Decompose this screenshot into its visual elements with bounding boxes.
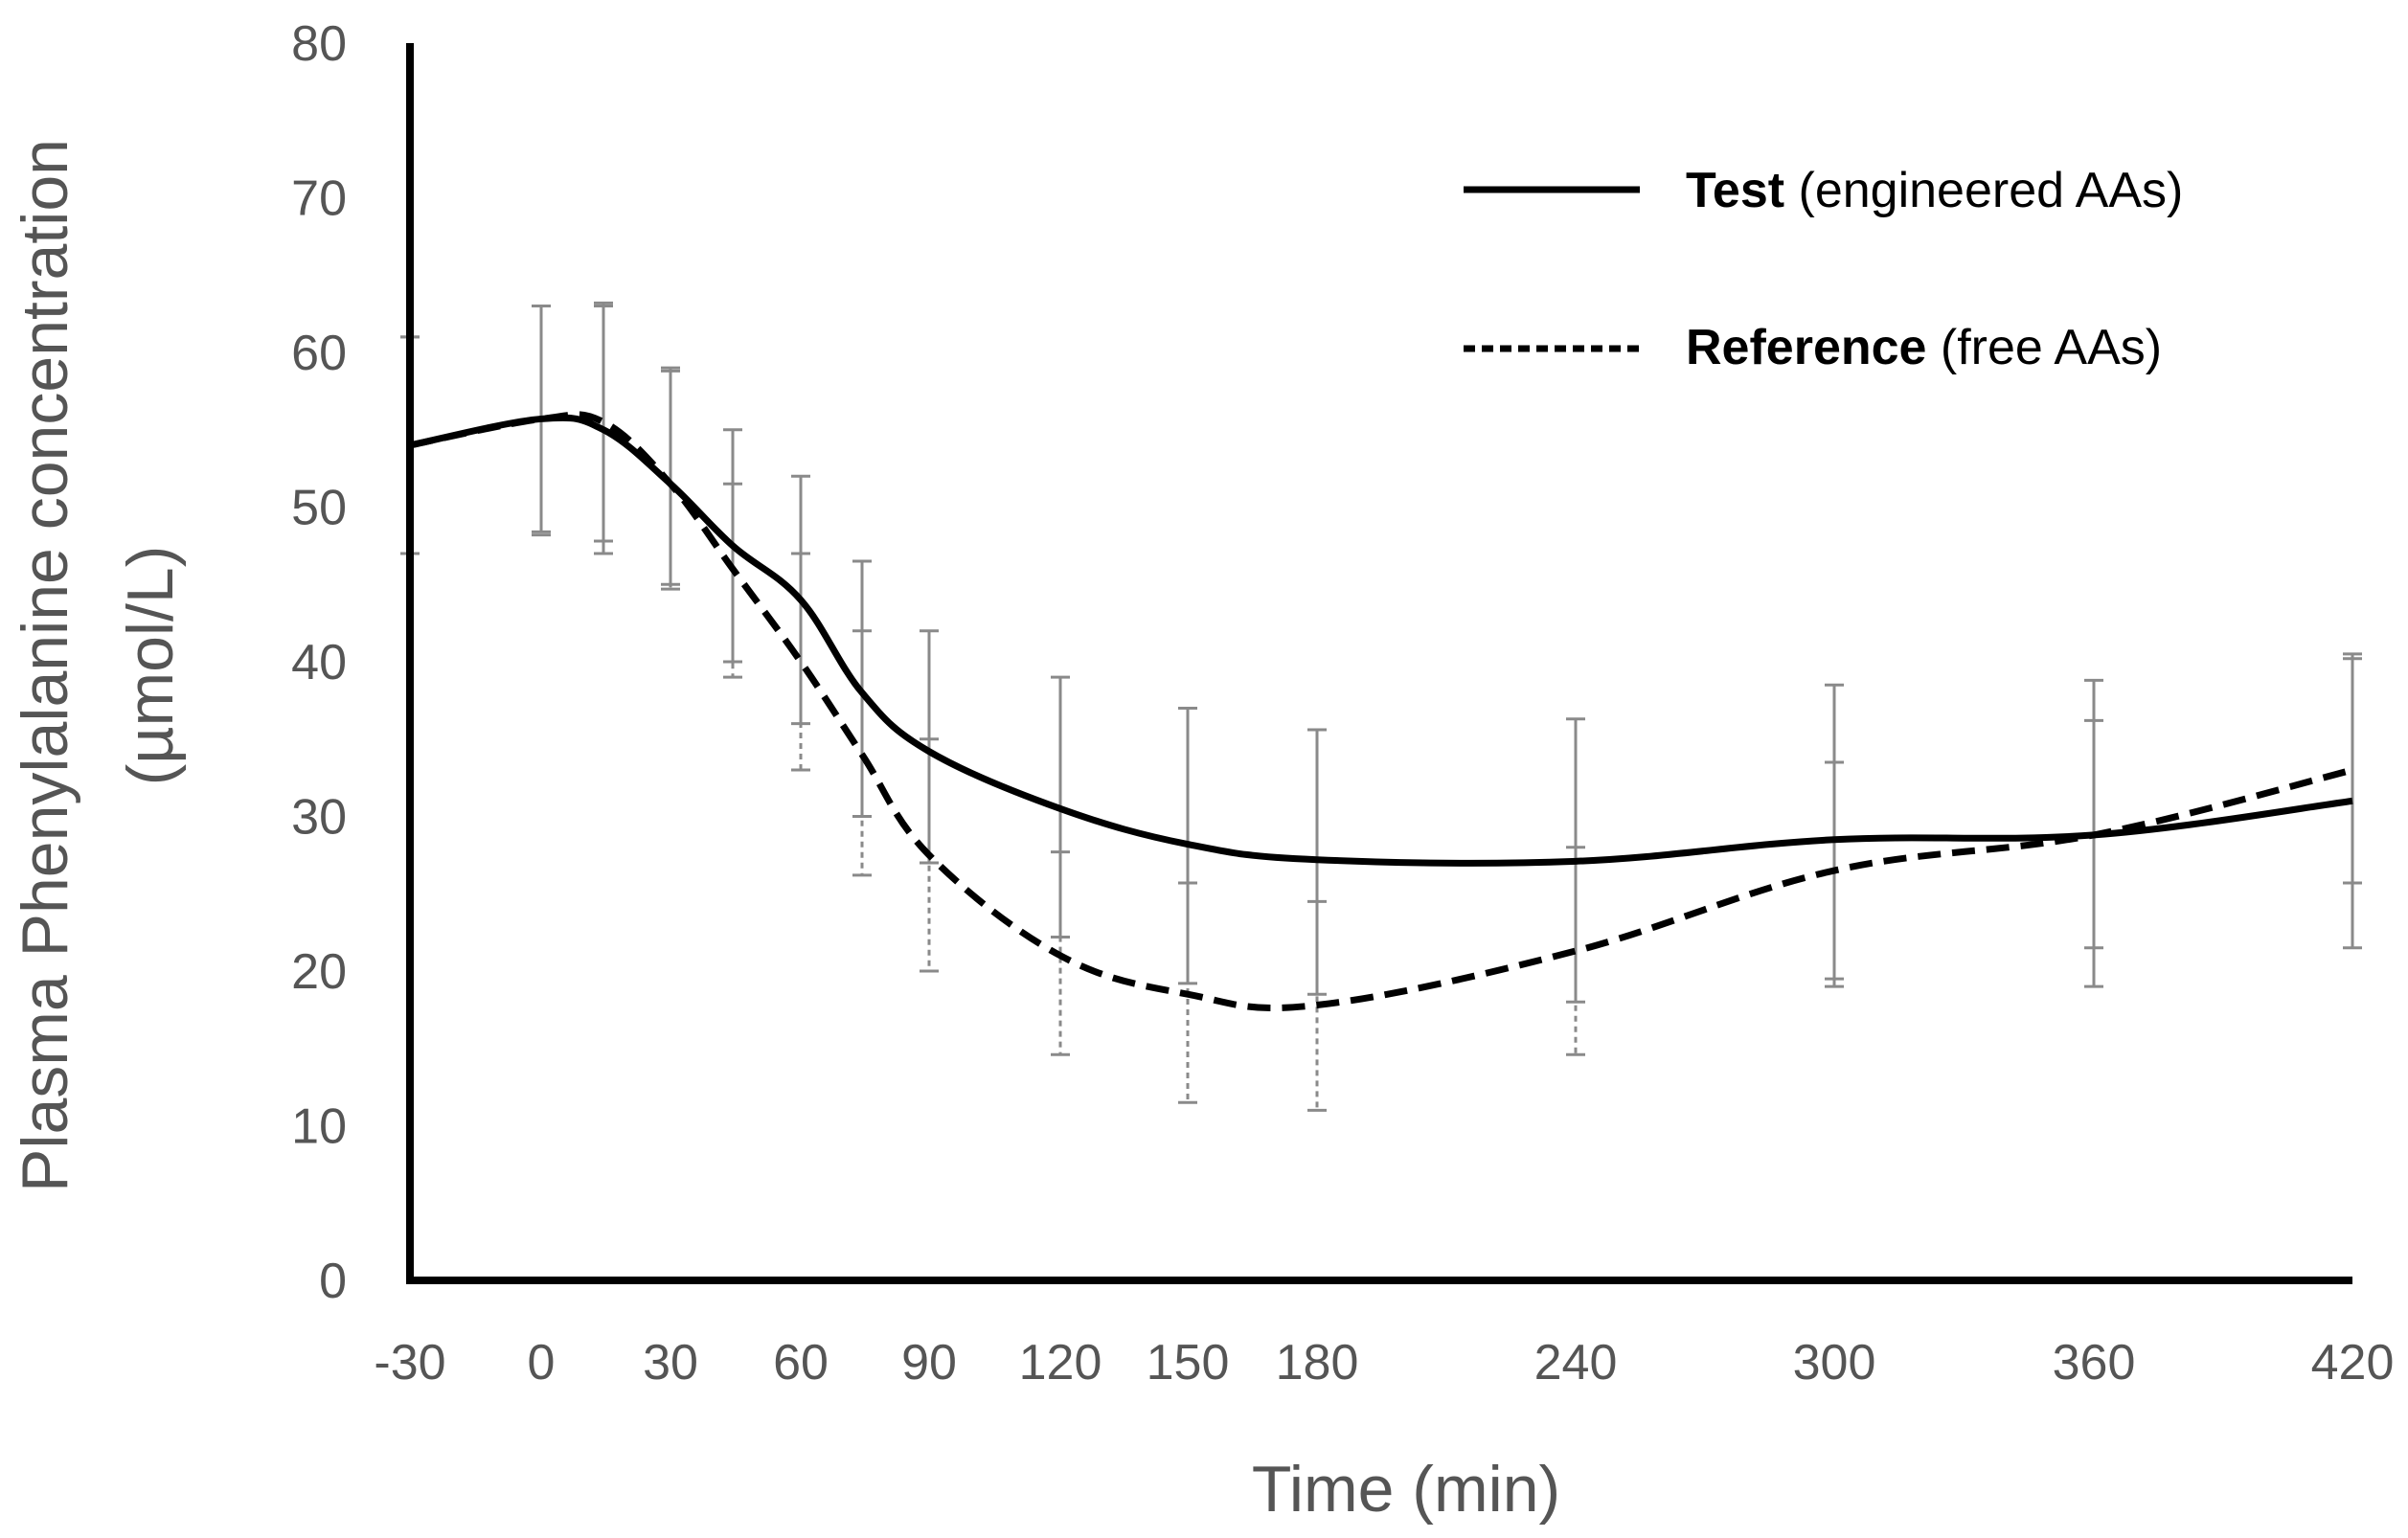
x-tick-label: 120: [1019, 1335, 1102, 1391]
legend-label-test: Test (engineered AAs): [1686, 163, 2183, 218]
y-tick-label: 30: [291, 790, 347, 846]
x-tick-label: 90: [901, 1335, 957, 1391]
series-line-test: [409, 414, 2353, 867]
axes: [406, 43, 2352, 1284]
y-tick-label: 20: [291, 944, 347, 1000]
error-bars: [400, 301, 2362, 1112]
y-axis-title-line-1: Plasma Phenylalanine concentration: [9, 139, 81, 1192]
legend-label-reference: Reference (free AAs): [1686, 320, 2162, 375]
x-tick-label: 360: [2053, 1335, 2136, 1391]
x-tick-label: 180: [1276, 1335, 1359, 1391]
x-tick-label: 300: [1793, 1335, 1876, 1391]
y-tick-label: 50: [291, 481, 347, 536]
x-tick-label: 150: [1147, 1335, 1230, 1391]
legend: Test (engineered AAs) Reference (free AA…: [1464, 163, 2183, 375]
y-tick-label: 10: [291, 1099, 347, 1155]
y-tick-labels: 0 10 20 30 40 50 60 70 80: [291, 16, 347, 1309]
x-tick-labels: -30 0 30 60 90 120 150 180 240 300 360 420: [374, 1335, 2394, 1391]
x-tick-label: -30: [374, 1335, 445, 1391]
y-tick-label: 0: [319, 1254, 347, 1309]
series-line-reference: [409, 411, 2353, 1012]
y-axis-title-line-2: (µmol/L): [114, 546, 187, 786]
x-tick-label: 30: [643, 1335, 698, 1391]
series-lines: [409, 411, 2353, 1012]
y-tick-label: 40: [291, 635, 347, 690]
x-tick-label: 0: [528, 1335, 556, 1391]
x-tick-label: 60: [773, 1335, 829, 1391]
y-tick-label: 60: [291, 326, 347, 381]
y-tick-label: 70: [291, 171, 347, 227]
y-tick-label: 80: [291, 16, 347, 72]
x-axis-title: Time (min): [1252, 1453, 1560, 1526]
x-tick-label: 240: [1534, 1335, 1618, 1391]
x-tick-label: 420: [2311, 1335, 2395, 1391]
